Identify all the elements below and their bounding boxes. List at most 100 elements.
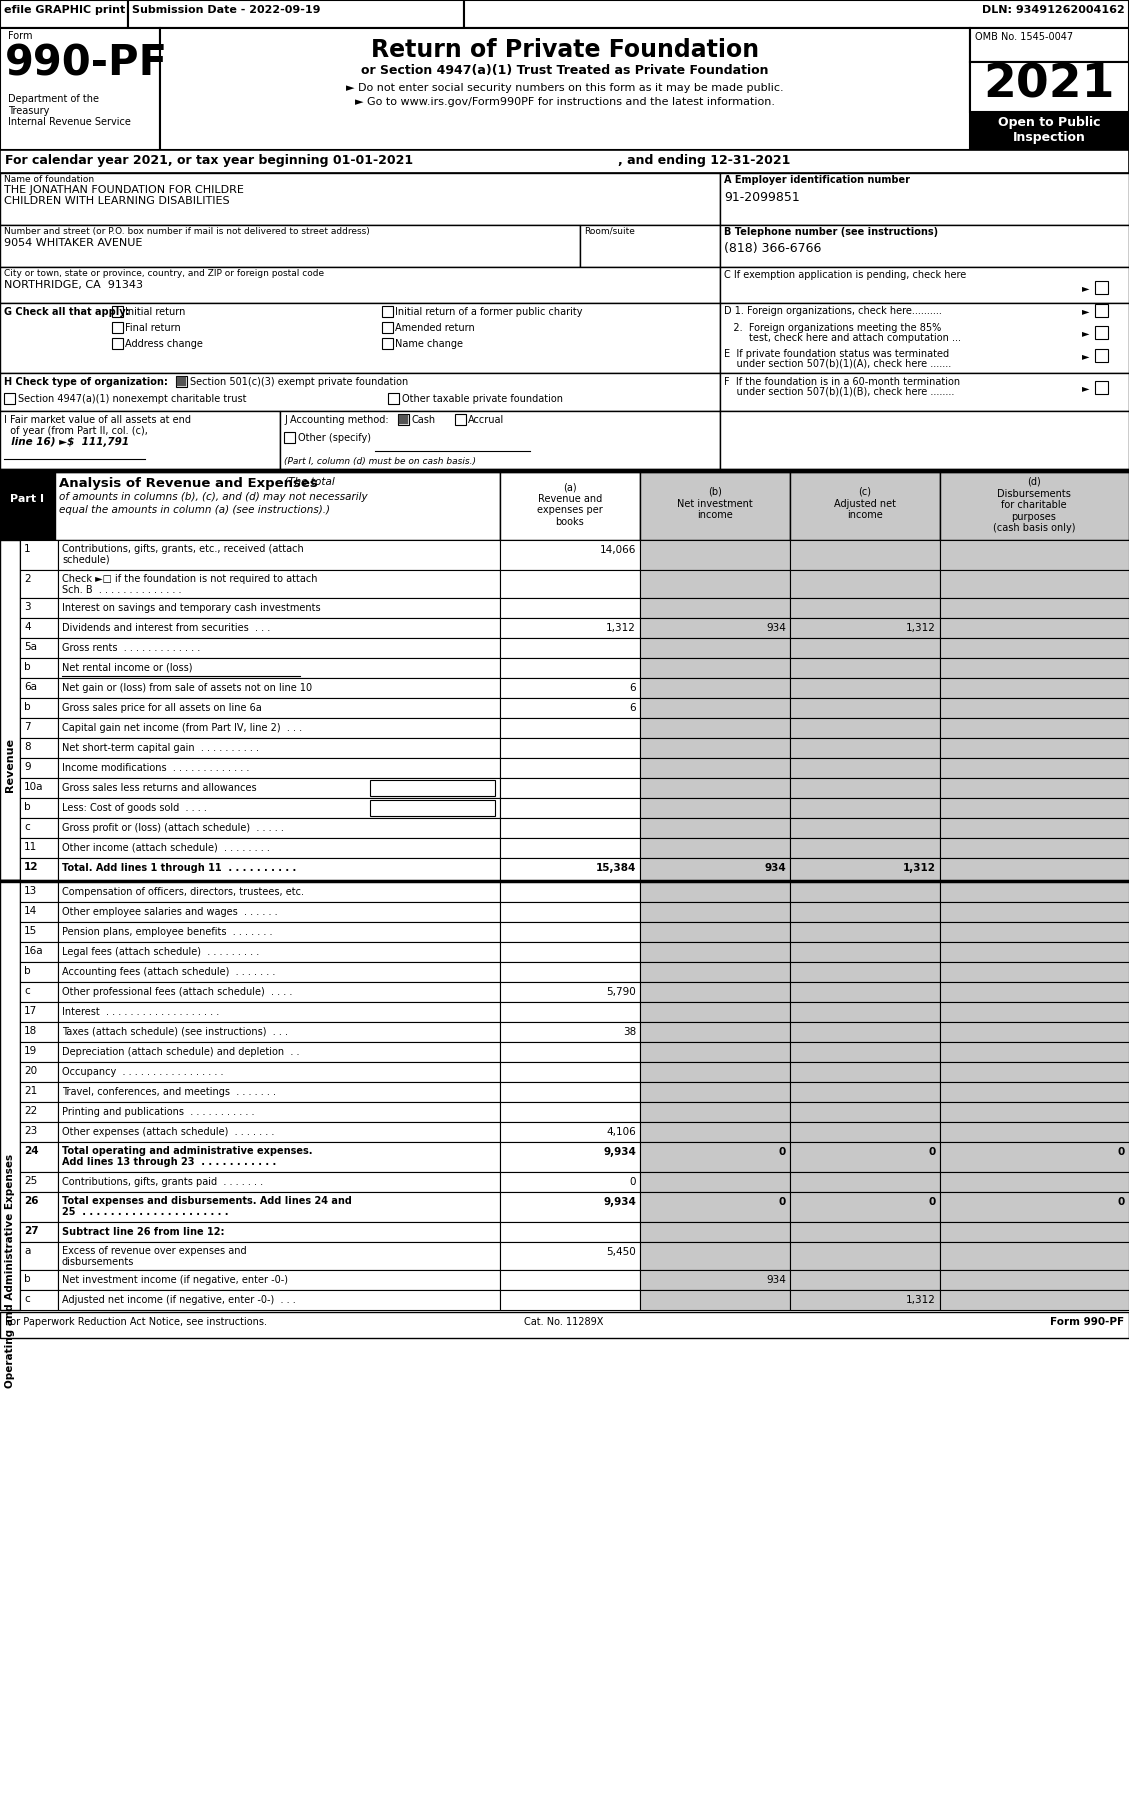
- Text: 1,312: 1,312: [907, 622, 936, 633]
- Text: Dividends and interest from securities  . . .: Dividends and interest from securities .…: [62, 622, 270, 633]
- Text: C If exemption application is pending, check here: C If exemption application is pending, c…: [724, 270, 966, 280]
- Text: Gross sales less returns and allowances: Gross sales less returns and allowances: [62, 782, 256, 793]
- Text: Submission Date - 2022-09-19: Submission Date - 2022-09-19: [132, 5, 321, 14]
- Text: Net investment income (if negative, enter -0-): Net investment income (if negative, ente…: [62, 1275, 288, 1286]
- Text: DLN: 93491262004162: DLN: 93491262004162: [982, 5, 1124, 14]
- Bar: [790, 1192, 940, 1223]
- Text: 14: 14: [24, 906, 37, 915]
- Text: 1,312: 1,312: [606, 622, 636, 633]
- Bar: [790, 1172, 940, 1192]
- Text: 15: 15: [24, 926, 37, 937]
- Bar: [0, 1313, 1129, 1338]
- Bar: [500, 1082, 640, 1102]
- Bar: [58, 1269, 500, 1289]
- Text: Occupancy  . . . . . . . . . . . . . . . . .: Occupancy . . . . . . . . . . . . . . . …: [62, 1066, 224, 1077]
- Bar: [176, 376, 187, 387]
- Bar: [640, 570, 790, 599]
- Bar: [500, 883, 640, 903]
- Bar: [0, 266, 720, 304]
- Bar: [500, 638, 640, 658]
- Text: 5,790: 5,790: [606, 987, 636, 998]
- Bar: [20, 698, 58, 717]
- Bar: [790, 1001, 940, 1021]
- Bar: [20, 1269, 58, 1289]
- Bar: [940, 473, 1129, 539]
- Text: Open to Public
Inspection: Open to Public Inspection: [998, 117, 1101, 144]
- Text: THE JONATHAN FOUNDATION FOR CHILDRE: THE JONATHAN FOUNDATION FOR CHILDRE: [5, 185, 244, 194]
- Text: Revenue: Revenue: [5, 737, 15, 791]
- Bar: [0, 469, 1129, 473]
- Text: 9: 9: [24, 762, 30, 771]
- Bar: [20, 1142, 58, 1172]
- Bar: [720, 173, 1129, 225]
- Text: City or town, state or province, country, and ZIP or foreign postal code: City or town, state or province, country…: [5, 270, 324, 279]
- Text: Legal fees (attach schedule)  . . . . . . . . .: Legal fees (attach schedule) . . . . . .…: [62, 948, 260, 957]
- Text: (Part I, column (d) must be on cash basis.): (Part I, column (d) must be on cash basi…: [285, 457, 476, 466]
- Text: J Accounting method:: J Accounting method:: [285, 415, 388, 424]
- Bar: [455, 414, 466, 424]
- Text: Less: Cost of goods sold  . . . .: Less: Cost of goods sold . . . .: [62, 804, 207, 813]
- Bar: [58, 1223, 500, 1242]
- Bar: [20, 1289, 58, 1311]
- Text: 18: 18: [24, 1027, 37, 1036]
- Bar: [20, 737, 58, 759]
- Text: 23: 23: [24, 1126, 37, 1136]
- Bar: [790, 1242, 940, 1269]
- Bar: [20, 1001, 58, 1021]
- Bar: [790, 658, 940, 678]
- Bar: [0, 473, 55, 539]
- Bar: [500, 619, 640, 638]
- Bar: [5, 394, 15, 405]
- Text: Gross sales price for all assets on line 6a: Gross sales price for all assets on line…: [62, 703, 262, 714]
- Text: Section 4947(a)(1) nonexempt charitable trust: Section 4947(a)(1) nonexempt charitable …: [18, 394, 246, 405]
- Bar: [940, 922, 1129, 942]
- Bar: [940, 658, 1129, 678]
- Bar: [58, 982, 500, 1001]
- Bar: [790, 1102, 940, 1122]
- Bar: [640, 1122, 790, 1142]
- Text: Adjusted net income (if negative, enter -0-)  . . .: Adjusted net income (if negative, enter …: [62, 1295, 296, 1305]
- Bar: [790, 1063, 940, 1082]
- Bar: [58, 1043, 500, 1063]
- Bar: [0, 0, 1129, 29]
- Text: 26: 26: [24, 1196, 38, 1206]
- Text: Form 990-PF: Form 990-PF: [1050, 1316, 1124, 1327]
- Bar: [399, 414, 409, 424]
- Bar: [940, 1001, 1129, 1021]
- Bar: [58, 858, 500, 879]
- Bar: [790, 1122, 940, 1142]
- Bar: [640, 1001, 790, 1021]
- Bar: [112, 338, 123, 349]
- Text: 2021: 2021: [983, 61, 1114, 108]
- Text: A Employer identification number: A Employer identification number: [724, 174, 910, 185]
- Text: 12: 12: [24, 861, 38, 872]
- Bar: [940, 1021, 1129, 1043]
- Text: efile GRAPHIC print: efile GRAPHIC print: [5, 5, 125, 14]
- Bar: [640, 962, 790, 982]
- Bar: [500, 1289, 640, 1311]
- Text: Operating and Administrative Expenses: Operating and Administrative Expenses: [5, 1154, 15, 1388]
- Bar: [500, 962, 640, 982]
- Text: Capital gain net income (from Part IV, line 2)  . . .: Capital gain net income (from Part IV, l…: [62, 723, 303, 734]
- Bar: [20, 1043, 58, 1063]
- Bar: [177, 378, 186, 387]
- Text: 1,312: 1,312: [907, 1295, 936, 1305]
- Bar: [640, 1063, 790, 1082]
- Bar: [940, 638, 1129, 658]
- Text: Check ►□ if the foundation is not required to attach: Check ►□ if the foundation is not requir…: [62, 574, 317, 584]
- Bar: [640, 717, 790, 737]
- Text: 24: 24: [24, 1145, 38, 1156]
- Bar: [382, 338, 393, 349]
- Bar: [940, 1043, 1129, 1063]
- Bar: [790, 1289, 940, 1311]
- Bar: [58, 1063, 500, 1082]
- Text: Initial return of a former public charity: Initial return of a former public charit…: [395, 307, 583, 316]
- Bar: [58, 570, 500, 599]
- Bar: [0, 879, 1129, 883]
- Text: ► Go to www.irs.gov/Form990PF for instructions and the latest information.: ► Go to www.irs.gov/Form990PF for instru…: [355, 97, 774, 108]
- Bar: [940, 858, 1129, 879]
- Bar: [790, 599, 940, 619]
- Bar: [500, 737, 640, 759]
- Text: 20: 20: [24, 1066, 37, 1075]
- Text: 6: 6: [629, 683, 636, 692]
